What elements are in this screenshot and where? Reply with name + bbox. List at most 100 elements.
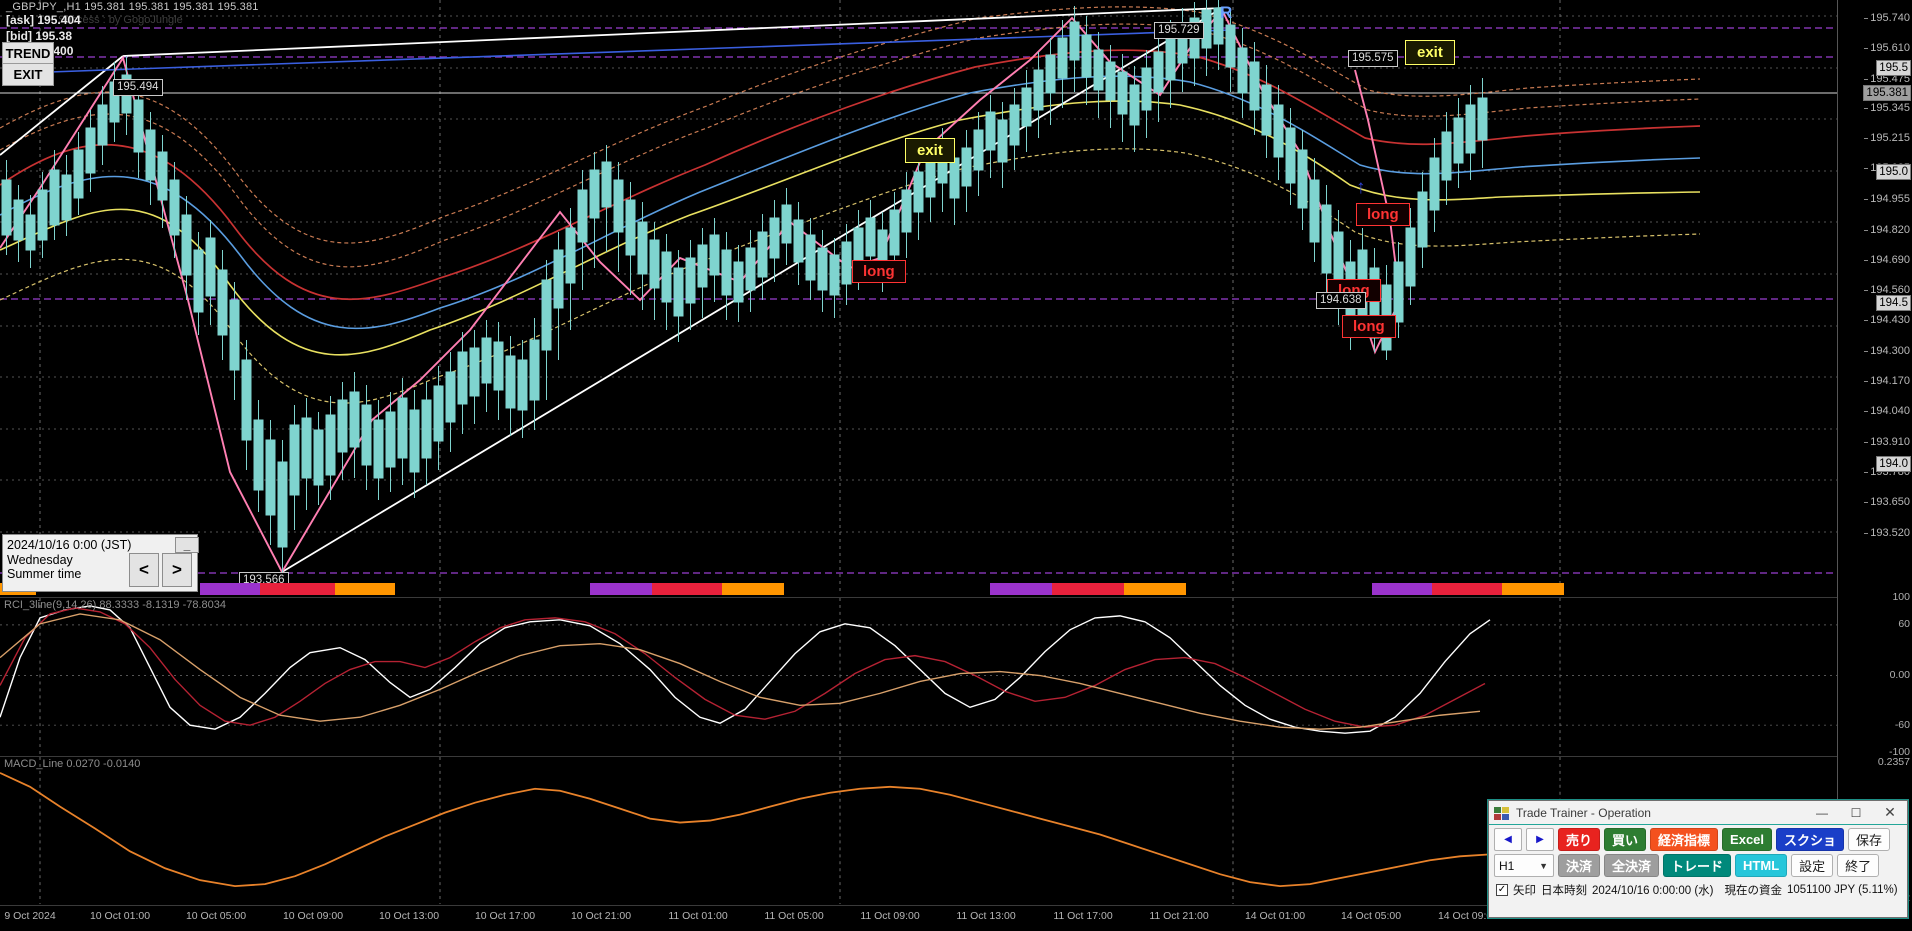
bid-price-label: [bid] 195.38 — [6, 29, 73, 43]
lower-band-lines — [0, 148, 1701, 404]
save-button[interactable]: 保存 — [1848, 828, 1891, 851]
resistance-r-marker: R — [1220, 3, 1233, 22]
rci-tan-line — [0, 613, 1481, 730]
sell-button[interactable]: 売り — [1558, 828, 1601, 851]
minimize-icon[interactable]: — — [1816, 805, 1828, 820]
time-tick: 11 Oct 17:00 — [1053, 910, 1113, 922]
maximize-icon[interactable]: ☐ — [1850, 805, 1862, 820]
time-tick: 10 Oct 17:00 — [474, 910, 536, 922]
close-icon[interactable]: ✕ — [1884, 804, 1896, 820]
trade-tag-exit-1[interactable]: exit — [905, 138, 955, 163]
time-tick: 10 Oct 09:00 — [282, 910, 344, 922]
buy-arrow-icon: ↑ — [1356, 177, 1366, 198]
app-icon — [1494, 806, 1510, 820]
rci-scale-tick: -60 — [1894, 719, 1910, 731]
rci-scale-tick: 0.00 — [1889, 669, 1910, 681]
candlestick-series — [1, 0, 1488, 572]
price-tag-195-729: 195.729 — [1154, 22, 1204, 39]
time-tick: 14 Oct 01:00 — [1244, 910, 1306, 922]
nav-prev-button[interactable]: ◀ — [1494, 828, 1522, 851]
price-tick: 194.300 — [1864, 345, 1910, 357]
time-tick: 10 Oct 05:00 — [185, 910, 247, 922]
price-tick: 193.520 — [1864, 527, 1910, 539]
trade-trainer-titlebar[interactable]: Trade Trainer - Operation — ☐ ✕ — [1489, 801, 1907, 825]
current-price-box: 195.381 — [1863, 85, 1911, 101]
price-box: 195.5 — [1876, 60, 1911, 76]
step-back-button[interactable]: < — [129, 553, 159, 587]
trend-button[interactable]: TREND — [2, 42, 54, 64]
close-position-button[interactable]: 決済 — [1558, 854, 1601, 877]
close-all-positions-button[interactable]: 全決済 — [1604, 854, 1660, 877]
rci-scale-tick: 60 — [1898, 618, 1910, 630]
macd-line — [0, 772, 1491, 888]
price-chart-pane[interactable]: exit exit long long long long 195.494 19… — [0, 0, 1837, 595]
buy-button[interactable]: 買い — [1604, 828, 1647, 851]
price-tick: 194.040 — [1864, 405, 1910, 417]
arrow-checkbox-label: 矢印 — [1513, 885, 1536, 897]
macd-indicator-label: MACD_Line 0.0270 -0.0140 — [4, 758, 141, 770]
ma-blue-line — [0, 75, 1701, 330]
price-tick: 194.560 — [1864, 284, 1910, 296]
price-tick: 194.430 — [1864, 314, 1910, 326]
rci-red-line — [0, 607, 1486, 728]
arrow-checkbox[interactable]: ✓ — [1496, 884, 1508, 896]
trade-tag-long-4[interactable]: long — [1342, 315, 1396, 338]
japan-time-value: 2024/10/16 0:00:00 (水) — [1592, 885, 1714, 897]
trade-trainer-row-2: H1 ▼ 決済 全決済 トレード HTML 設定 終了 — [1489, 851, 1907, 877]
quit-button[interactable]: 終了 — [1837, 854, 1880, 877]
price-tick: 194.955 — [1864, 193, 1910, 205]
price-tick: 194.820 — [1864, 224, 1910, 236]
chevron-down-icon: ▼ — [1539, 860, 1548, 871]
macd-svg — [0, 757, 1561, 904]
session-ribbon — [0, 583, 1837, 595]
timeframe-value: H1 — [1499, 858, 1515, 873]
price-tick: 194.690 — [1864, 254, 1910, 266]
rci-white-line — [0, 605, 1491, 734]
price-tag-195-494: 195.494 — [113, 79, 163, 96]
time-tick: 11 Oct 05:00 — [764, 910, 824, 922]
settings-button[interactable]: 設定 — [1791, 854, 1834, 877]
price-tick: 194.170 — [1864, 375, 1910, 387]
time-tick: 11 Oct 09:00 — [860, 910, 920, 922]
ma-red-line — [0, 49, 1701, 301]
price-box: 195.0 — [1876, 164, 1911, 180]
price-tick: 193.910 — [1864, 436, 1910, 448]
japan-time-label: 日本時刻 — [1541, 885, 1587, 897]
key-level-lines — [0, 27, 1837, 574]
step-forward-button[interactable]: > — [162, 553, 192, 587]
html-button[interactable]: HTML — [1735, 854, 1788, 877]
trade-tag-long-1[interactable]: long — [852, 260, 906, 283]
price-scale[interactable]: 195.740 195.610 195.475 195.345 195.215 … — [1837, 0, 1912, 905]
trade-tag-exit-2[interactable]: exit — [1405, 40, 1455, 65]
time-tick: 14 Oct 05:00 — [1340, 910, 1402, 922]
window-title: Trade Trainer - Operation — [1516, 805, 1651, 820]
price-box: 194.5 — [1876, 295, 1911, 311]
trade-trainer-window[interactable]: Trade Trainer - Operation — ☐ ✕ ◀ ▶ 売り 買… — [1488, 800, 1908, 918]
economic-indicators-button[interactable]: 経済指標 — [1650, 828, 1719, 851]
trade-tag-long-3[interactable]: long — [1356, 203, 1410, 226]
price-tick: 193.650 — [1864, 496, 1910, 508]
symbol-ohlc-line: _GBPJPY_,H1 195.381 195.381 195.381 195.… — [6, 1, 259, 13]
balance-value: 1051100 JPY (5.11%) — [1786, 884, 1898, 896]
trade-button[interactable]: トレード — [1663, 854, 1732, 877]
rci-indicator-pane[interactable]: RCI_3line(9,14,26) 88.3333 -8.1319 -78.8… — [0, 597, 1837, 754]
trade-trainer-statusbar: ✓ 矢印 日本時刻 2024/10/16 0:00:00 (水) 現在の資金 1… — [1489, 877, 1907, 898]
trade-trainer-row-1: ◀ ▶ 売り 買い 経済指標 Excel スクショ 保存 — [1489, 825, 1907, 851]
minimize-datebox-button[interactable]: _ — [175, 537, 199, 553]
time-tick: 9 Oct 2024 — [4, 910, 56, 922]
balance-label: 現在の資金 — [1724, 885, 1782, 897]
rci-scale-tick: 100 — [1892, 591, 1910, 603]
screenshot-button[interactable]: スクショ — [1776, 828, 1845, 851]
date-weekday: Wednesday — [7, 552, 73, 567]
time-tick: 10 Oct 21:00 — [570, 910, 632, 922]
time-tick: 11 Oct 21:00 — [1149, 910, 1209, 922]
rci-scale-tick: -100 — [1888, 746, 1910, 758]
excel-button[interactable]: Excel — [1722, 828, 1773, 851]
price-tick: 195.215 — [1864, 132, 1910, 144]
timeframe-select[interactable]: H1 ▼ — [1494, 854, 1554, 877]
trend-exit-button-group[interactable]: TREND EXIT — [2, 42, 54, 86]
price-tick: 195.610 — [1864, 42, 1910, 54]
time-tick: 14 Oct 09:00 — [1437, 910, 1499, 922]
nav-next-button[interactable]: ▶ — [1526, 828, 1554, 851]
exit-button[interactable]: EXIT — [2, 64, 54, 86]
